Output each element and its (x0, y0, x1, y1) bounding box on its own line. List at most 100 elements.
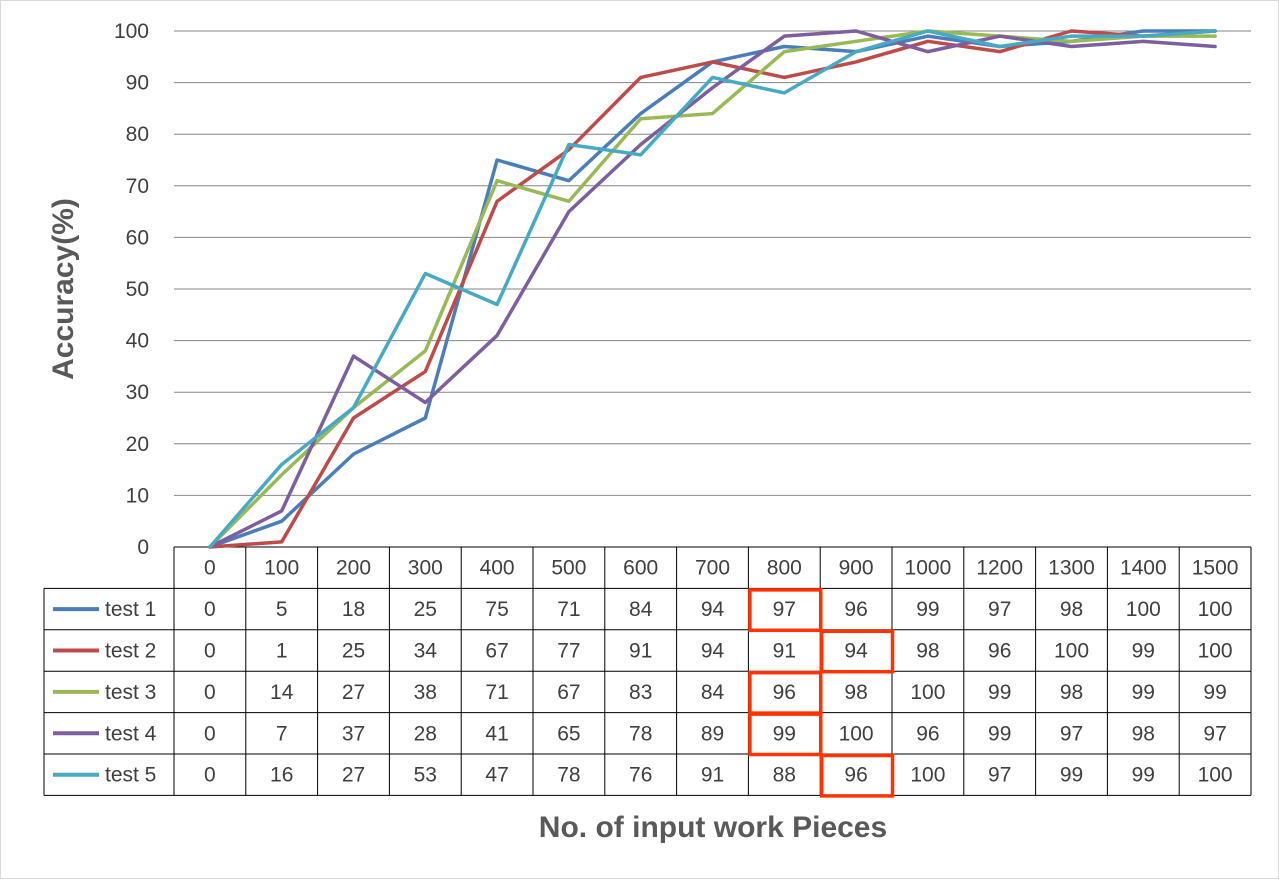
series-line (208, 29, 1217, 549)
data-label: 97 (988, 764, 1011, 787)
legend-label: test 3 (105, 681, 156, 704)
data-label: 100 (910, 764, 945, 787)
y-tick-label: 90 (126, 72, 149, 95)
data-label: 100 (1198, 764, 1233, 787)
data-label: 27 (342, 764, 365, 787)
data-label: 96 (988, 640, 1011, 663)
x-tick-label: 100 (264, 557, 299, 580)
x-tick-label: 1000 (905, 557, 952, 580)
data-label: 91 (773, 640, 796, 663)
highlight-boxes (748, 588, 895, 798)
legend-label: test 2 (105, 640, 156, 663)
data-label: 76 (629, 764, 652, 787)
data-label: 99 (988, 722, 1011, 745)
data-label: 96 (773, 681, 796, 704)
data-label: 18 (342, 598, 365, 621)
data-label: 0 (204, 722, 216, 745)
data-label: 5 (276, 598, 288, 621)
x-tick-label: 300 (408, 557, 443, 580)
y-tick-label: 0 (137, 536, 149, 559)
x-tick-label: 600 (623, 557, 658, 580)
legend-label: test 4 (105, 722, 157, 745)
x-tick-label: 200 (336, 557, 371, 580)
y-tick-label: 40 (126, 330, 149, 353)
data-label: 100 (1126, 598, 1161, 621)
highlight-box (748, 712, 823, 757)
x-tick-label: 1500 (1192, 557, 1239, 580)
data-table: 0 100 200 300 400 500 600 700 800 900 1000 1200 1300… (43, 546, 1252, 796)
x-tick-label: 700 (695, 557, 730, 580)
x-tick-label: 1400 (1120, 557, 1167, 580)
data-label: 71 (485, 681, 508, 704)
data-label: 94 (844, 640, 868, 663)
y-axis-title: Accuracy(%) (47, 198, 80, 380)
data-label: 99 (1132, 764, 1155, 787)
data-label: 98 (844, 681, 867, 704)
x-tick-label: 0 (204, 557, 216, 580)
y-tick-label: 10 (126, 484, 149, 507)
data-label: 94 (701, 640, 725, 663)
x-tick-label: 900 (839, 557, 874, 580)
data-label: 16 (270, 764, 293, 787)
data-label: 100 (1054, 640, 1089, 663)
data-label: 96 (844, 598, 867, 621)
data-label: 99 (1203, 681, 1226, 704)
data-label: 25 (342, 640, 365, 663)
y-tick-label: 80 (126, 123, 149, 146)
data-label: 53 (414, 764, 437, 787)
series-lines (208, 29, 1217, 549)
data-label: 67 (557, 681, 580, 704)
data-label: 0 (204, 598, 216, 621)
data-label: 47 (485, 764, 508, 787)
data-label: 27 (342, 681, 365, 704)
data-label: 25 (414, 598, 437, 621)
y-tick-label: 60 (126, 226, 149, 249)
data-label: 99 (1132, 640, 1155, 663)
data-label: 28 (414, 722, 437, 745)
data-label: 99 (916, 598, 939, 621)
series-line (208, 29, 1217, 549)
data-label: 14 (270, 681, 294, 704)
data-label: 1 (276, 640, 288, 663)
data-label: 94 (701, 598, 725, 621)
data-label: 78 (629, 722, 652, 745)
y-tick-label: 30 (126, 381, 149, 404)
data-label: 97 (988, 598, 1011, 621)
data-label: 99 (1060, 764, 1083, 787)
data-label: 98 (1060, 598, 1083, 621)
x-tick-label: 800 (767, 557, 802, 580)
legend-label: test 5 (105, 764, 156, 787)
data-label: 34 (414, 640, 438, 663)
y-tick-label: 70 (126, 175, 149, 198)
x-tick-label: 400 (480, 557, 515, 580)
data-label: 0 (204, 640, 216, 663)
data-label: 100 (1198, 640, 1233, 663)
data-label: 38 (414, 681, 437, 704)
data-label: 96 (916, 722, 939, 745)
data-label: 71 (557, 598, 580, 621)
x-axis-title: No. of input work Pieces (539, 811, 887, 844)
data-label: 0 (204, 764, 216, 787)
x-tick-label: 1200 (976, 557, 1023, 580)
data-label: 67 (485, 640, 508, 663)
data-label: 98 (1060, 681, 1083, 704)
data-label: 89 (701, 722, 724, 745)
data-label: 84 (701, 681, 725, 704)
data-label: 97 (1203, 722, 1226, 745)
y-tick-label: 50 (126, 278, 149, 301)
data-label: 78 (557, 764, 580, 787)
data-label: 88 (773, 764, 796, 787)
data-label: 91 (629, 640, 652, 663)
data-label: 41 (485, 722, 508, 745)
data-label: 75 (485, 598, 508, 621)
highlight-box (748, 588, 823, 633)
data-label: 65 (557, 722, 580, 745)
data-label: 98 (1132, 722, 1155, 745)
data-label: 84 (629, 598, 653, 621)
data-label: 99 (988, 681, 1011, 704)
data-label: 100 (910, 681, 945, 704)
data-label: 97 (773, 598, 796, 621)
data-label: 83 (629, 681, 652, 704)
x-tick-label: 500 (551, 557, 586, 580)
